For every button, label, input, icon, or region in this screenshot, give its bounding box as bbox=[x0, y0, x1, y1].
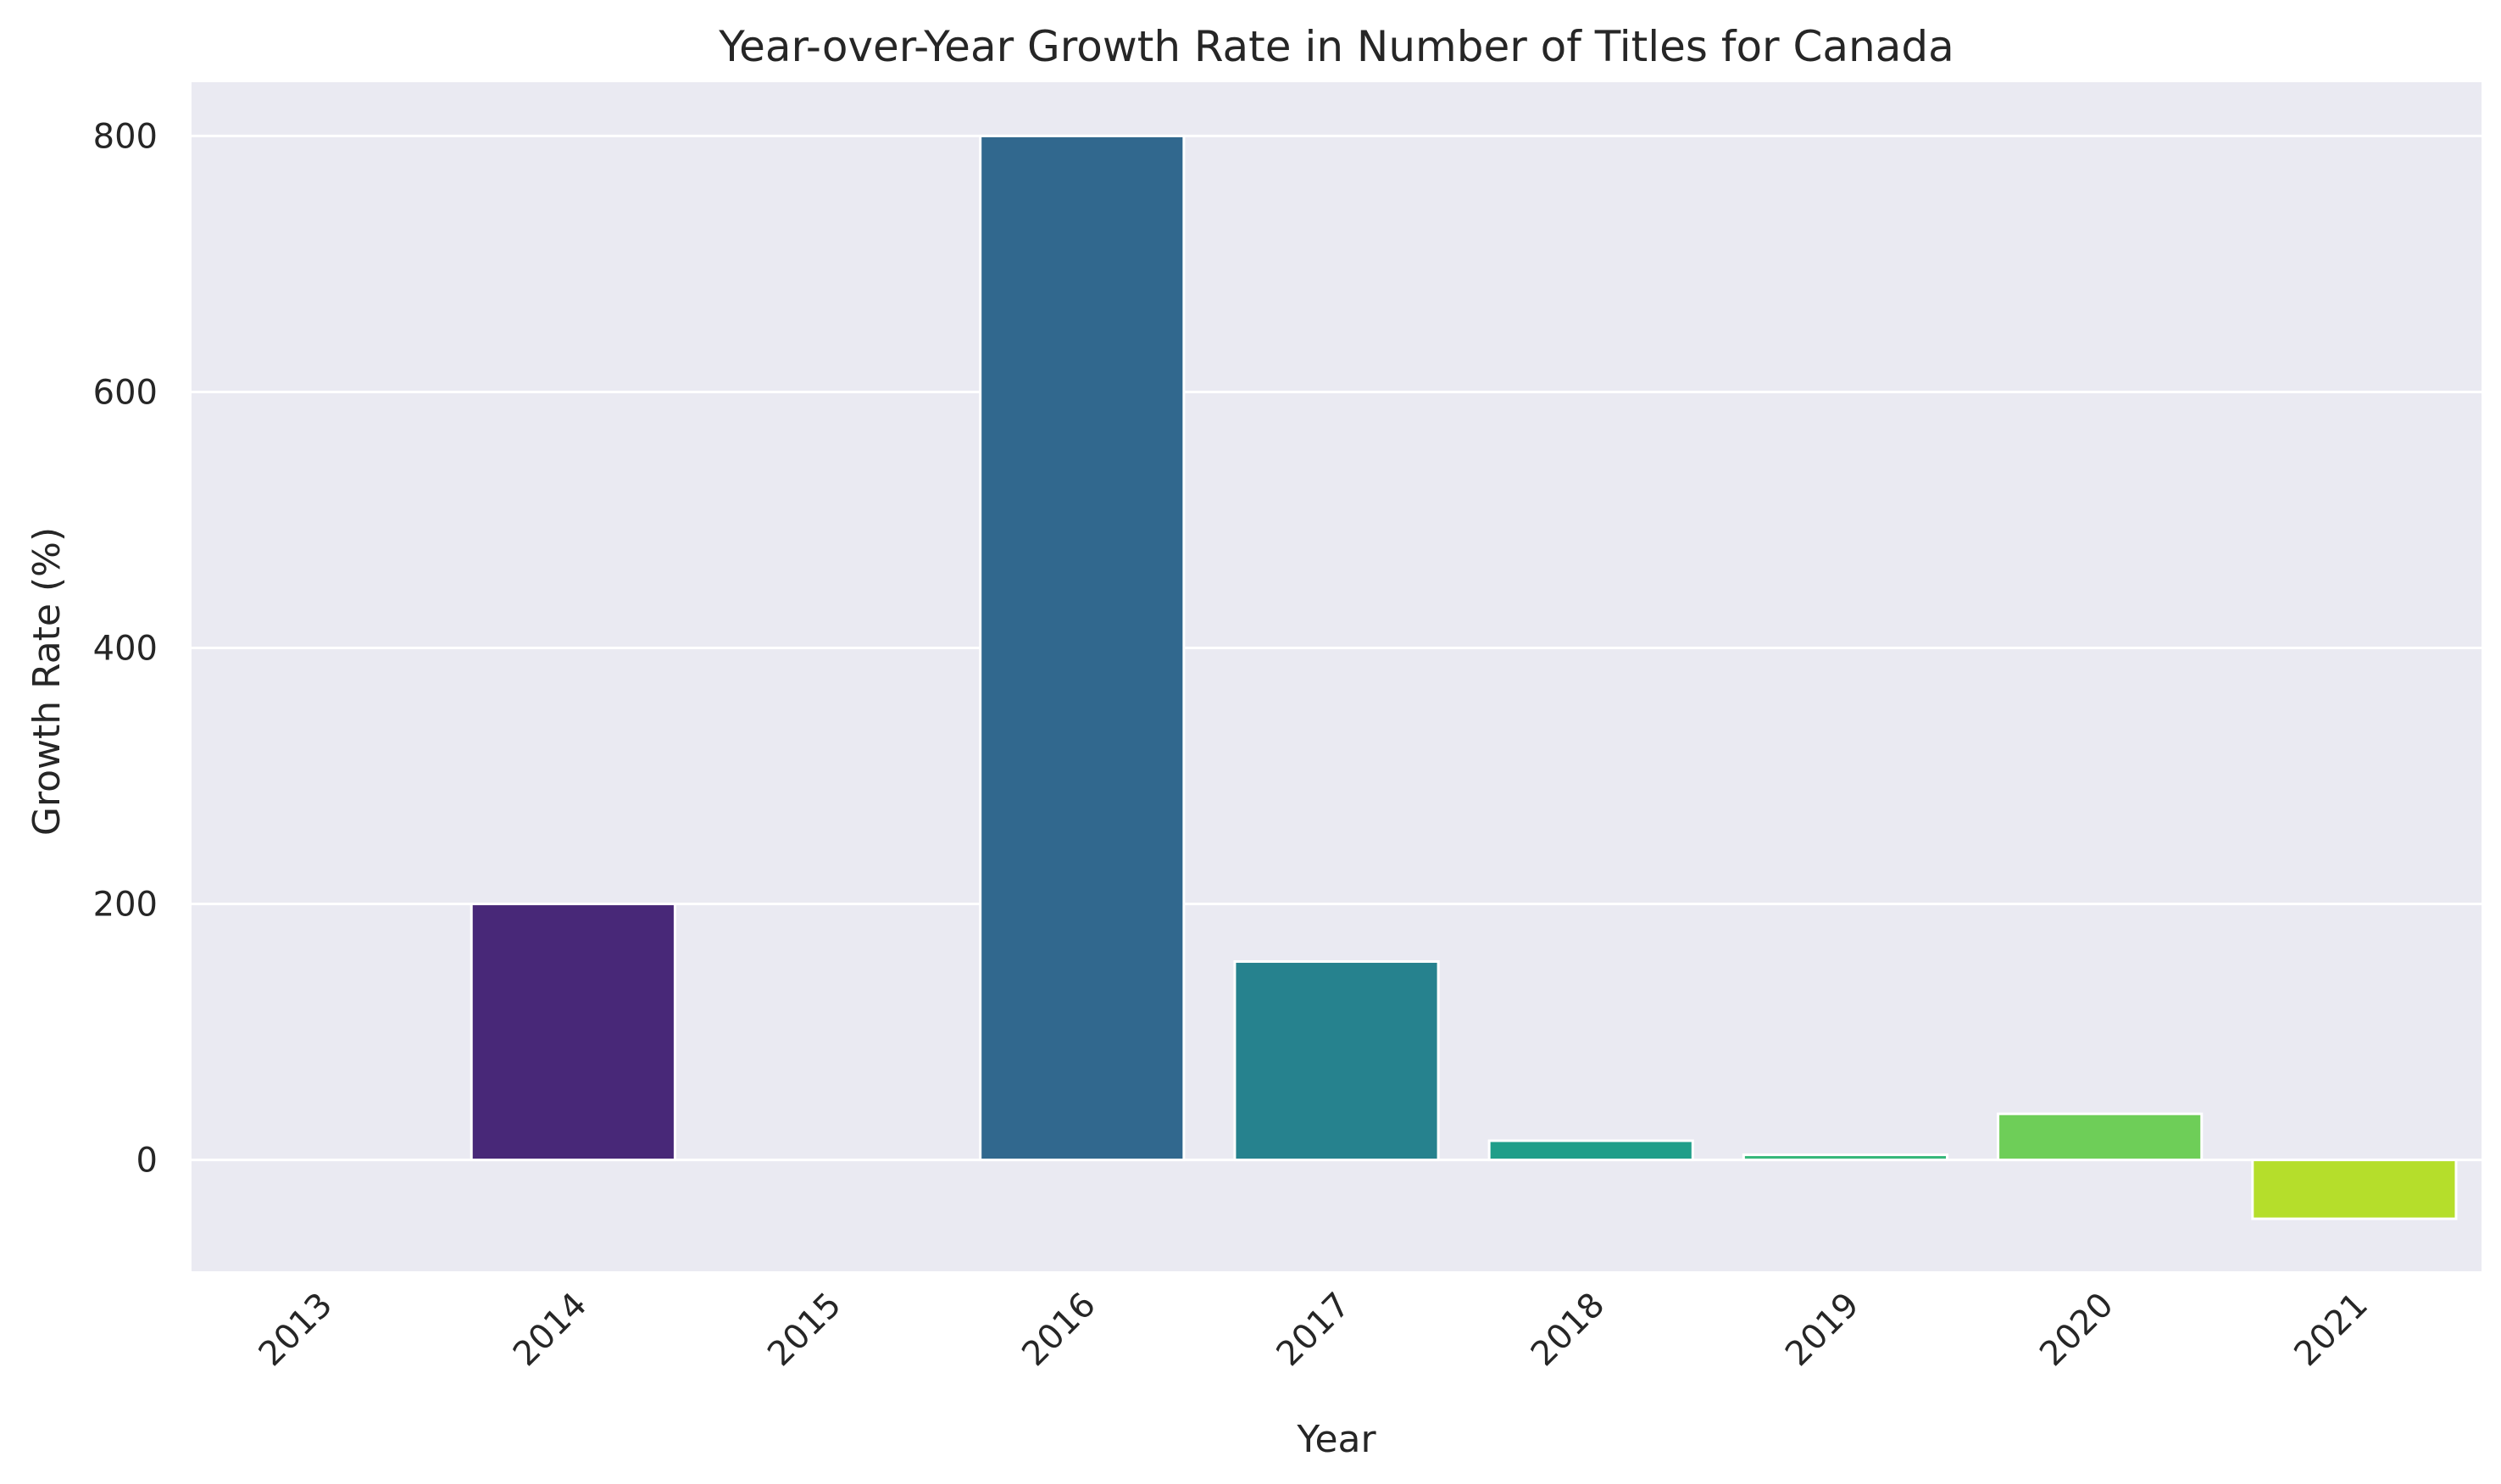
x-tick-label: 2016 bbox=[1014, 1286, 1103, 1375]
bar-2017 bbox=[1233, 960, 1440, 1162]
x-tick-label: 2021 bbox=[2287, 1286, 2376, 1375]
x-tick-label: 2020 bbox=[2032, 1286, 2121, 1375]
bars bbox=[470, 134, 2458, 1220]
x-tick-label: 2017 bbox=[1270, 1286, 1359, 1375]
y-axis-label: Growth Rate (%) bbox=[25, 527, 69, 836]
x-tick-label: 2015 bbox=[760, 1286, 849, 1375]
y-tick-label: 600 bbox=[93, 373, 158, 412]
bar-2020 bbox=[1997, 1112, 2204, 1162]
x-tick-label: 2013 bbox=[252, 1286, 341, 1375]
x-tick-label: 2019 bbox=[1778, 1286, 1867, 1375]
y-tick-label: 800 bbox=[93, 117, 158, 156]
bar-2021 bbox=[2251, 1159, 2458, 1220]
y-tick-label: 0 bbox=[136, 1142, 158, 1181]
chart-title: Year-over-Year Growth Rate in Number of … bbox=[718, 22, 1954, 71]
x-tick-label: 2018 bbox=[1524, 1286, 1613, 1375]
bar-2014 bbox=[470, 903, 676, 1162]
x-tick-label: 2014 bbox=[506, 1286, 595, 1375]
bar-2018 bbox=[1487, 1139, 1694, 1162]
bar-2016 bbox=[979, 134, 1186, 1162]
bar-2019 bbox=[1742, 1153, 1949, 1162]
x-tick-labels: 2013 2014 2015 2016 2017 2018 2019 2020 2021 bbox=[252, 1286, 2376, 1375]
y-tick-label: 200 bbox=[93, 886, 158, 925]
y-tick-label: 400 bbox=[93, 630, 158, 669]
x-axis-label: Year bbox=[1296, 1418, 1376, 1461]
y-tick-labels: 0 200 400 600 800 bbox=[93, 117, 158, 1180]
